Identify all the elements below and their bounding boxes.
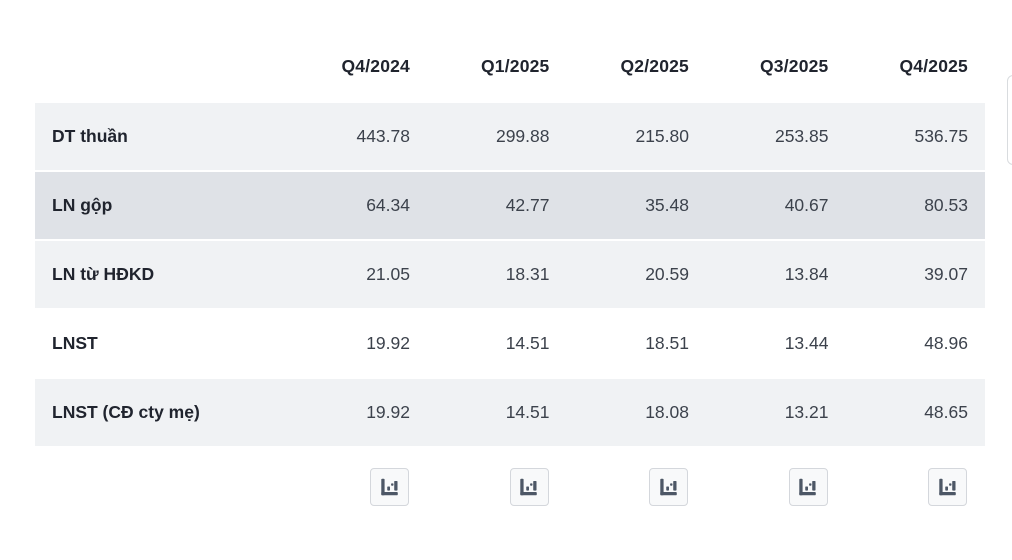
bar-chart-icon xyxy=(518,476,540,498)
cell-value: 35.48 xyxy=(645,195,689,215)
chart-button-q2-2025[interactable] xyxy=(649,468,688,506)
cell-value: 48.65 xyxy=(924,402,968,422)
cell-value: 19.92 xyxy=(366,333,410,353)
row-label: LNST (CĐ cty mẹ) xyxy=(52,402,200,422)
cell-value: 536.75 xyxy=(914,126,968,146)
right-edge-partial-element[interactable] xyxy=(1007,75,1012,165)
bar-chart-icon xyxy=(379,476,401,498)
cell-value: 18.08 xyxy=(645,402,689,422)
cell-value: 18.31 xyxy=(505,264,550,284)
column-header-q3-2025: Q3/2025 xyxy=(759,56,829,76)
cell-value: 19.92 xyxy=(366,402,410,422)
column-header-q4-2025: Q4/2025 xyxy=(899,56,968,76)
cell-value: 299.88 xyxy=(495,126,550,146)
table-row-lnst[interactable]: LNST 19.92 14.51 18.51 13.44 48.96 xyxy=(35,310,985,377)
bar-chart-icon xyxy=(797,476,819,498)
cell-value: 80.53 xyxy=(924,195,968,215)
bar-chart-icon xyxy=(937,476,959,498)
quarterly-financials-table: Q4/2024 Q1/2025 Q2/2025 Q3/2025 Q4/2025 … xyxy=(35,30,985,506)
cell-value: 13.84 xyxy=(784,264,829,284)
cell-value: 20.59 xyxy=(645,264,689,284)
chart-button-q3-2025[interactable] xyxy=(788,468,828,506)
cell-value: 39.07 xyxy=(924,264,968,284)
cell-value: 13.44 xyxy=(784,333,829,353)
cell-value: 64.34 xyxy=(366,195,410,215)
row-label: LN gộp xyxy=(52,195,113,215)
cell-value: 14.51 xyxy=(505,402,550,422)
chart-button-q4-2024[interactable] xyxy=(370,468,409,506)
cell-value: 40.67 xyxy=(784,195,829,215)
column-header-q1-2025: Q1/2025 xyxy=(480,56,550,76)
row-label: LNST xyxy=(52,333,98,353)
column-header-q2-2025: Q2/2025 xyxy=(620,56,689,76)
chart-button-q1-2025[interactable] xyxy=(509,468,549,506)
chart-buttons-row xyxy=(35,468,985,506)
column-header-q4-2024: Q4/2024 xyxy=(341,56,410,76)
cell-value: 48.96 xyxy=(924,333,968,353)
cell-value: 253.85 xyxy=(774,126,829,146)
table-row-dt-thuan[interactable]: DT thuần 443.78 299.88 215.80 253.85 536… xyxy=(35,103,985,170)
cell-value: 42.77 xyxy=(505,195,550,215)
chart-button-q4-2025[interactable] xyxy=(928,468,967,506)
table-header-row: Q4/2024 Q1/2025 Q2/2025 Q3/2025 Q4/2025 xyxy=(35,30,985,103)
cell-value: 13.21 xyxy=(784,402,829,422)
bar-chart-icon xyxy=(658,476,680,498)
buttons-spacer xyxy=(35,468,271,506)
cell-value: 14.51 xyxy=(505,333,550,353)
table-row-ln-gop[interactable]: LN gộp 64.34 42.77 35.48 40.67 80.53 xyxy=(35,172,985,239)
table-row-lnst-cd-cty-me[interactable]: LNST (CĐ cty mẹ) 19.92 14.51 18.08 13.21… xyxy=(35,379,985,446)
cell-value: 18.51 xyxy=(645,333,689,353)
cell-value: 215.80 xyxy=(635,126,689,146)
table-row-ln-tu-hdkd[interactable]: LN từ HĐKD 21.05 18.31 20.59 13.84 39.07 xyxy=(35,241,985,308)
row-label: DT thuần xyxy=(52,126,128,146)
row-label: LN từ HĐKD xyxy=(52,264,155,284)
cell-value: 21.05 xyxy=(366,264,410,284)
cell-value: 443.78 xyxy=(356,126,410,146)
